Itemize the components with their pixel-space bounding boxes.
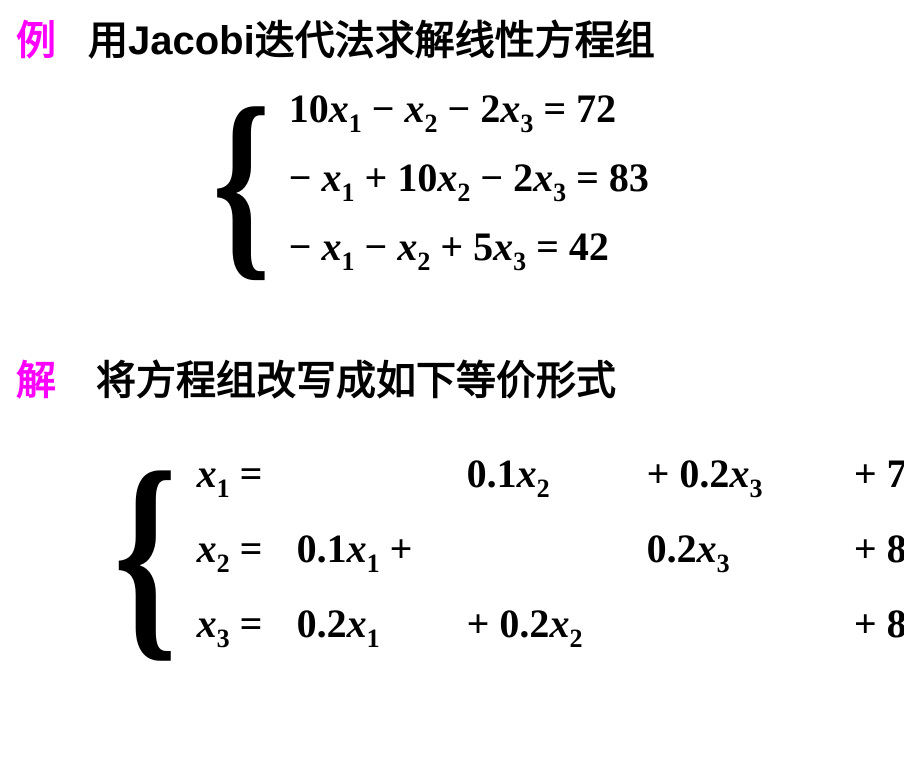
eq2-op2: + 10 [365,155,438,200]
equation-row-1: 10x1 − x2 − 2x3 = 72 [289,89,649,136]
eq1-op1: − [372,86,405,131]
eq2-sub1: 1 [342,178,355,207]
eq1-sub3: 3 [520,109,533,138]
problem-heading: 例 用Jacobi迭代法求解线性方程组 [16,8,655,66]
rw2-const: + 8.3 [817,529,904,576]
left-brace-icon: { [114,484,177,622]
example-label: 例 [16,19,56,63]
original-equations: 10x1 − x2 − 2x3 = 72 − x1 + 10x2 − 2x3 =… [289,78,649,285]
eq1-coef1: 10 [289,86,329,131]
eq2-op3: − 2 [480,155,533,200]
page-root: 例 用Jacobi迭代法求解线性方程组 { 10x1 − x2 − 2x3 = … [0,0,904,782]
equation-row-2: − x1 + 10x2 − 2x3 = 83 [289,158,649,205]
eq1-op2: − 2 [448,86,501,131]
rw3-c1: 0.2x1 [297,604,467,651]
rw2-c3: 0.2x3 [647,529,817,576]
eq3-op1: − [289,224,322,269]
rw2-c2 [467,529,647,576]
eq2-op1: − [289,155,322,200]
solution-label: 解 [16,359,56,403]
rw1-c3: + 0.2x3 [647,454,817,501]
eq3-sub1: 1 [342,247,355,276]
original-equation-system: { 10x1 − x2 − 2x3 = 72 − x1 + 10x2 − 2x3… [200,78,649,285]
rw3-c3 [647,604,817,651]
eq1-sub2: 2 [425,109,438,138]
solution-text: 将方程组改写成如下等价形式 [96,359,616,403]
eq3-rhs: = 42 [536,224,609,269]
rw2-lhs: x2 = [197,529,297,576]
rw1-lhs: x1 = [197,454,297,501]
eq3-sub2: 2 [417,247,430,276]
rewritten-equations: x1 = 0.1x2 + 0.2x3 + 7.2 x2 = 0.1x1 + 0.… [197,440,904,665]
rw3-c2: + 0.2x2 [467,604,647,651]
eq3-op3: + 5 [440,224,493,269]
rewritten-equation-system: { x1 = 0.1x2 + 0.2x3 + 7.2 x2 = 0.1x1 + … [100,440,904,665]
eq2-sub3: 3 [553,178,566,207]
rw3-lhs: x3 = [197,604,297,651]
rw1-c1 [297,454,467,501]
rw2-c1: 0.1x1 + [297,529,467,576]
rw1-c2: 0.1x2 [467,454,647,501]
eq2-sub2: 2 [457,178,470,207]
eq3-op2: − [365,224,398,269]
eq1-rhs: = 72 [543,86,616,131]
rewritten-row-2: x2 = 0.1x1 + 0.2x3 + 8.3 [197,529,904,576]
eq3-sub3: 3 [513,247,526,276]
rewritten-row-1: x1 = 0.1x2 + 0.2x3 + 7.2 [197,454,904,501]
rw3-const: + 8.4 [817,604,904,651]
left-brace-icon: { [212,119,270,245]
rewritten-row-3: x3 = 0.2x1 + 0.2x2 + 8.4 [197,604,904,651]
equation-row-3: − x1 − x2 + 5x3 = 42 [289,227,649,274]
problem-text: 用Jacobi迭代法求解线性方程组 [88,19,655,63]
eq1-sub1: 1 [349,109,362,138]
eq2-rhs: = 83 [576,155,649,200]
solution-heading: 解 将方程组改写成如下等价形式 [16,348,616,406]
rw1-const: + 7.2 [817,454,904,501]
